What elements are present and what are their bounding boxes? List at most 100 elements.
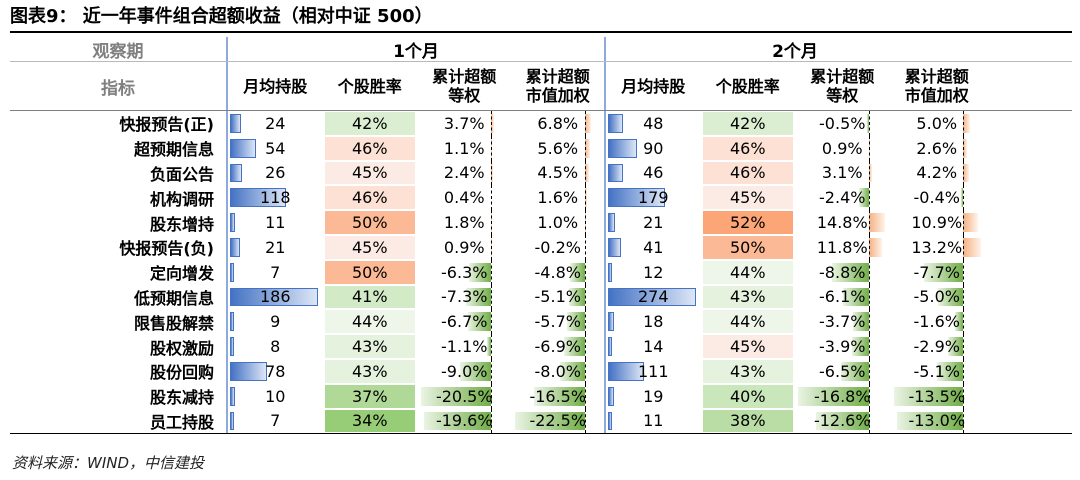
excess-return-bar	[852, 337, 869, 356]
holding-data-bar	[608, 114, 624, 133]
title-rule	[10, 31, 1072, 33]
excess-return-value: 3.7%	[443, 113, 485, 133]
win-rate-cell: 44%	[323, 309, 418, 334]
excess-cap-weight-cell: 13.2%	[890, 234, 985, 260]
win-rate-cell: 41%	[323, 285, 418, 310]
win-rate-value: 44%	[351, 312, 388, 332]
holding-data-bar	[230, 312, 235, 332]
holding-value: 21	[265, 237, 286, 257]
excess-return-value: 3.1%	[821, 163, 863, 183]
excess-return-bar	[853, 312, 869, 332]
excess-return-value: -13.5%	[908, 386, 966, 406]
column-header: 累计超额 等权	[432, 67, 497, 105]
holding-data-bar	[608, 213, 615, 232]
excess-return-value: 4.2%	[916, 163, 958, 183]
monthly-holding-cell: 90	[606, 136, 701, 161]
win-rate-cell: 52%	[701, 210, 796, 235]
zero-axis-line	[490, 234, 492, 260]
zero-axis-line	[868, 358, 870, 384]
excess-return-bar	[858, 188, 869, 208]
excess-return-bar	[469, 262, 491, 282]
win-rate-cell: 45%	[323, 235, 418, 260]
zero-axis-line	[585, 284, 587, 310]
zero-axis-line	[490, 309, 492, 335]
win-rate-value: 38%	[729, 411, 766, 431]
monthly-holding-cell: 19	[606, 384, 701, 409]
zero-axis-line	[963, 334, 965, 359]
monthly-holding-cell: 18	[606, 309, 701, 334]
row-label: 股东减持	[10, 383, 228, 409]
excess-cap-weight-cell: -2.9%	[890, 334, 985, 359]
holding-value: 118	[259, 188, 291, 208]
excess-return-value: 2.6%	[916, 138, 958, 158]
excess-return-value: -3.7%	[819, 312, 866, 332]
excess-return-value: 0.9%	[821, 138, 863, 158]
holding-value: 78	[265, 361, 286, 381]
win-rate-cell: 50%	[323, 210, 418, 235]
excess-return-bar	[868, 213, 886, 232]
holding-data-bar	[230, 361, 267, 381]
excess-return-bar	[490, 163, 493, 183]
excess-cap-weight-cell: -0.4%	[890, 185, 985, 211]
row-label: 快报预告(负)	[10, 234, 228, 260]
zero-axis-line	[868, 309, 870, 335]
holding-value: 48	[643, 113, 664, 133]
excess-return-value: -5.1%	[913, 361, 960, 381]
excess-return-bar	[585, 163, 589, 183]
monthly-holding-cell: 48	[606, 111, 701, 136]
holding-data-bar	[230, 163, 243, 183]
win-rate-heat	[324, 285, 415, 309]
row-label: 股权激励	[10, 334, 228, 359]
excess-cap-weight-cell: -5.1%	[512, 284, 606, 310]
holding-value: 24	[265, 113, 286, 133]
excess-return-bar	[486, 337, 491, 356]
excess-return-value: -5.1%	[534, 287, 581, 307]
win-rate-heat	[702, 260, 793, 284]
zero-axis-line	[963, 383, 965, 409]
monthly-holding-cell: 7	[228, 260, 323, 285]
excess-return-bar	[423, 411, 491, 431]
win-rate-value: 43%	[729, 287, 766, 307]
zero-axis-line	[963, 284, 965, 310]
win-rate-cell: 43%	[701, 285, 796, 310]
excess-return-bar	[831, 262, 869, 282]
zero-axis-line	[868, 284, 870, 310]
win-rate-heat	[324, 186, 415, 210]
excess-return-value: 11.8%	[816, 237, 868, 257]
excess-return-value: 6.8%	[537, 113, 579, 133]
monthly-holding-cell: 111	[606, 359, 701, 384]
excess-return-bar	[896, 411, 964, 431]
win-rate-value: 34%	[351, 411, 388, 431]
period-header: 观察期	[10, 37, 228, 62]
excess-cap-weight-cell: 10.9%	[890, 210, 985, 235]
zero-axis-line	[963, 135, 965, 161]
win-rate-value: 42%	[351, 113, 388, 133]
excess-equal-weight-cell: -7.3%	[417, 284, 512, 310]
excess-return-value: 1.6%	[537, 188, 579, 208]
holding-value: 19	[643, 386, 664, 406]
win-rate-value: 45%	[729, 337, 766, 357]
excess-return-value: 4.5%	[537, 163, 579, 183]
excess-return-value: -8.0%	[534, 361, 581, 381]
zero-axis-line	[963, 259, 965, 285]
holding-data-bar	[230, 262, 235, 282]
win-rate-value: 50%	[351, 213, 388, 233]
excess-cap-weight-cell: -8.0%	[512, 358, 606, 384]
excess-cap-weight-cell: -13.5%	[890, 383, 985, 409]
holding-data-bar	[608, 337, 613, 356]
win-rate-cell: 43%	[323, 334, 418, 359]
zero-axis-line	[868, 210, 870, 235]
win-rate-value: 37%	[351, 386, 388, 406]
row-label: 定向增发	[10, 259, 228, 285]
zero-axis-line	[868, 259, 870, 285]
win-rate-heat	[324, 211, 415, 234]
win-rate-value: 46%	[729, 163, 766, 183]
zero-axis-line	[490, 259, 492, 285]
excess-return-value: -1.6%	[913, 312, 960, 332]
monthly-holding-cell: 14	[606, 334, 701, 359]
zero-axis-line	[490, 111, 492, 136]
column-header: 个股胜率	[337, 76, 402, 96]
holding-data-bar	[608, 312, 614, 332]
zero-axis-line	[585, 358, 587, 384]
zero-axis-line	[868, 234, 870, 260]
